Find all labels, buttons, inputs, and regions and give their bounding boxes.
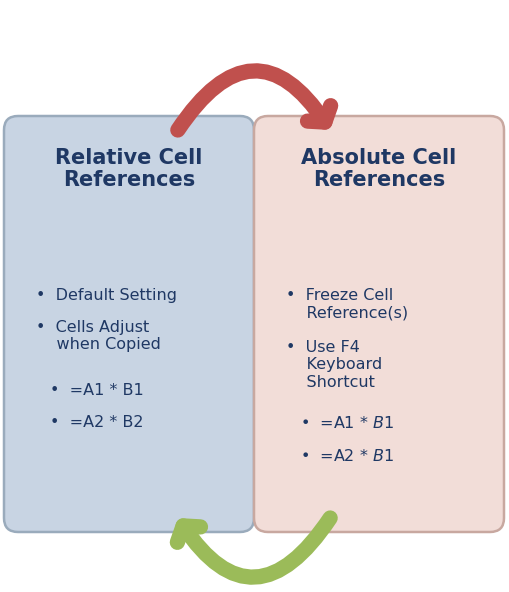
Text: Relative Cell
References: Relative Cell References bbox=[55, 148, 203, 191]
FancyBboxPatch shape bbox=[254, 116, 504, 532]
FancyBboxPatch shape bbox=[4, 116, 254, 532]
FancyArrowPatch shape bbox=[177, 518, 330, 577]
Text: Absolute Cell
References: Absolute Cell References bbox=[301, 148, 457, 191]
Text: •  =A2 * $B$1: • =A2 * $B$1 bbox=[300, 448, 394, 464]
Text: •  =A1 * $B$1: • =A1 * $B$1 bbox=[300, 415, 394, 431]
Text: •  =A1 * B1: • =A1 * B1 bbox=[50, 383, 144, 398]
Text: •  =A2 * B2: • =A2 * B2 bbox=[50, 415, 144, 430]
Text: •  Default Setting: • Default Setting bbox=[36, 288, 177, 303]
Text: •  Use F4
    Keyboard
    Shortcut: • Use F4 Keyboard Shortcut bbox=[286, 340, 382, 390]
Text: •  Freeze Cell
    Reference(s): • Freeze Cell Reference(s) bbox=[286, 288, 408, 320]
FancyArrowPatch shape bbox=[178, 71, 331, 130]
Text: •  Cells Adjust
    when Copied: • Cells Adjust when Copied bbox=[36, 320, 161, 352]
